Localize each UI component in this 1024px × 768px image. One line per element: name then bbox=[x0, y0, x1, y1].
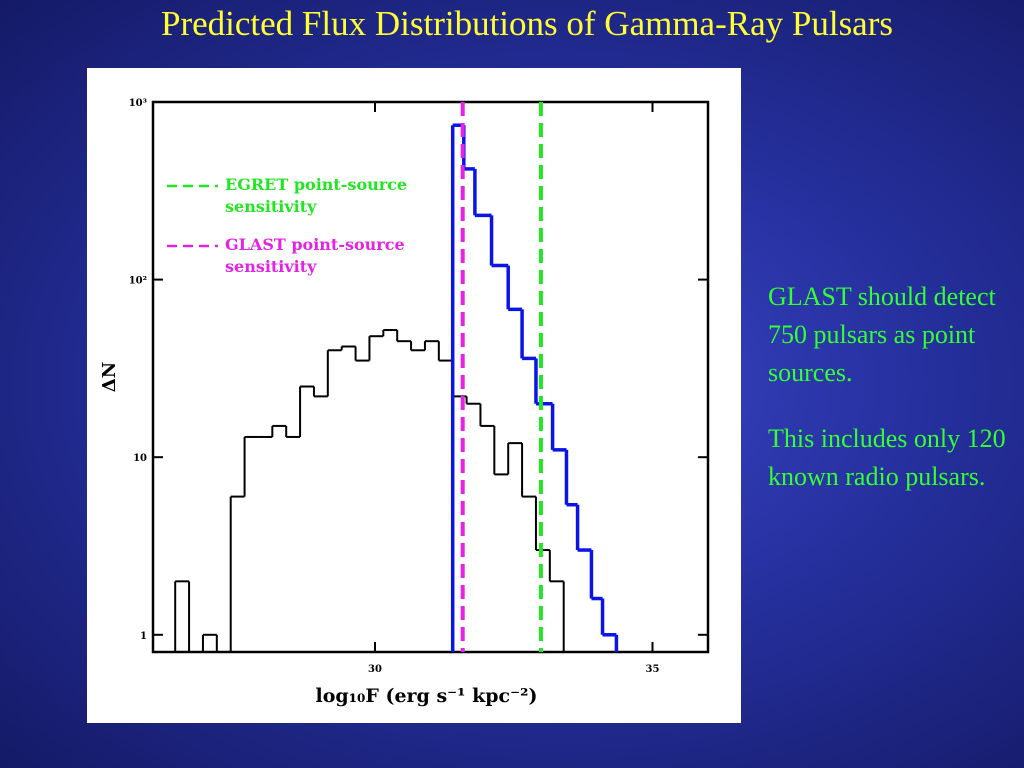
notes: GLAST should detect 750 pulsars as point… bbox=[768, 278, 1024, 524]
chart-panel bbox=[87, 68, 741, 723]
y-tick-label: 10 bbox=[133, 453, 147, 464]
legend-label: EGRET point-source bbox=[225, 175, 407, 194]
legend-label: GLAST point-source bbox=[225, 235, 405, 254]
y-tick-label: 1 bbox=[140, 631, 147, 642]
plot-frame bbox=[151, 100, 710, 654]
y-axis-label: ΔN bbox=[99, 362, 120, 392]
note: GLAST should detect 750 pulsars as point… bbox=[768, 282, 996, 387]
y-tick-label: 10² bbox=[129, 276, 147, 287]
legend-label: sensitivity bbox=[225, 197, 317, 216]
x-axis-label: log₁₀F (erg s⁻¹ kpc⁻²) bbox=[316, 685, 538, 707]
slide-title: Predicted Flux Distributions of Gamma-Ra… bbox=[160, 4, 893, 43]
x-tick-label: 30 bbox=[368, 664, 382, 675]
y-tick-label: 10³ bbox=[129, 98, 147, 109]
x-tick-label: 35 bbox=[646, 664, 660, 675]
note: This includes only 120 known radio pulsa… bbox=[768, 424, 1006, 491]
legend-label: sensitivity bbox=[225, 257, 317, 276]
